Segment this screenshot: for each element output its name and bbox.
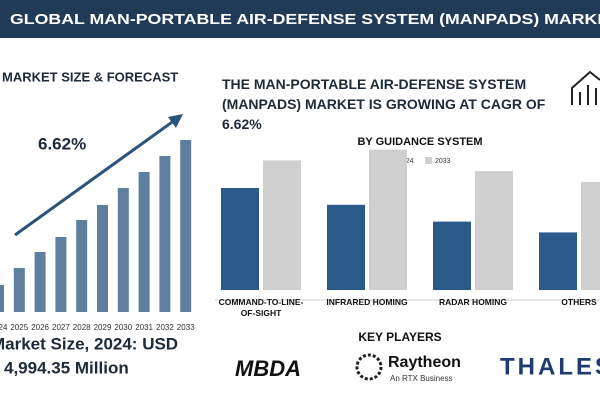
x-tick-label: 2027 [52,323,70,332]
bar [369,149,407,290]
bar [475,171,513,290]
bar [180,140,192,312]
legend-swatch [425,157,432,164]
arrow-head [168,114,183,128]
x-tick-label: 2025 [10,323,28,332]
title-band [0,0,600,38]
icon [571,70,600,105]
bar [97,205,108,312]
key-players-title: KEY PLAYERS [358,330,441,344]
bar [76,220,88,312]
growth-arrow [14,118,176,237]
x-tick-label: 2031 [135,323,153,332]
bar [539,232,577,290]
logo-tagline: An RTX Business [390,374,453,383]
logo-thales: THALES [500,353,600,380]
bar [581,182,600,290]
market-size-label: Market Size, 2024: USD [0,334,178,353]
bar [117,188,129,312]
bar [55,237,67,312]
x-tick-label: 2032 [156,323,174,332]
logo-raytheon: Raytheon [388,354,461,371]
x-tick-label: 2029 [94,323,112,332]
x-tick-label: COMMAND-TO-LINE-OF-SIGHT [218,297,304,318]
right-chart-title: THE MAN-PORTABLE AIR-DEFENSE SYSTEM (MAN… [222,76,546,132]
bar [13,268,25,312]
bar [263,160,301,290]
x-tick-label: 2033 [177,323,195,332]
x-tick-label: 2028 [73,323,91,332]
bar [0,285,4,312]
bar [34,252,46,312]
legend-label: 2033 [435,158,451,165]
logo-mbda: MBDA [235,356,301,381]
x-tick-label: 2030 [114,323,132,332]
bar [433,221,471,290]
bar [159,156,171,312]
x-tick-label: INFRARED HOMING [326,297,408,307]
page-title: GLOBAL MAN-PORTABLE AIR-DEFENSE SYSTEM (… [10,11,600,28]
x-tick-label: RADAR HOMING [439,297,507,307]
cagr-annotation: 6.62% [38,134,86,153]
bar [327,204,365,290]
market-size-value: 4,994.35 Million [4,358,129,377]
x-tick-label: OTHERS [561,297,597,307]
left-chart-title: MARKET SIZE & FORECAST [2,69,178,84]
bar [221,188,259,290]
bar [138,172,150,312]
right-chart-subtitle: BY GUIDANCE SYSTEM [357,136,482,148]
raytheon-mark [355,353,383,381]
x-tick-label: 2026 [31,323,49,332]
x-tick-label: 2024 [0,323,8,332]
